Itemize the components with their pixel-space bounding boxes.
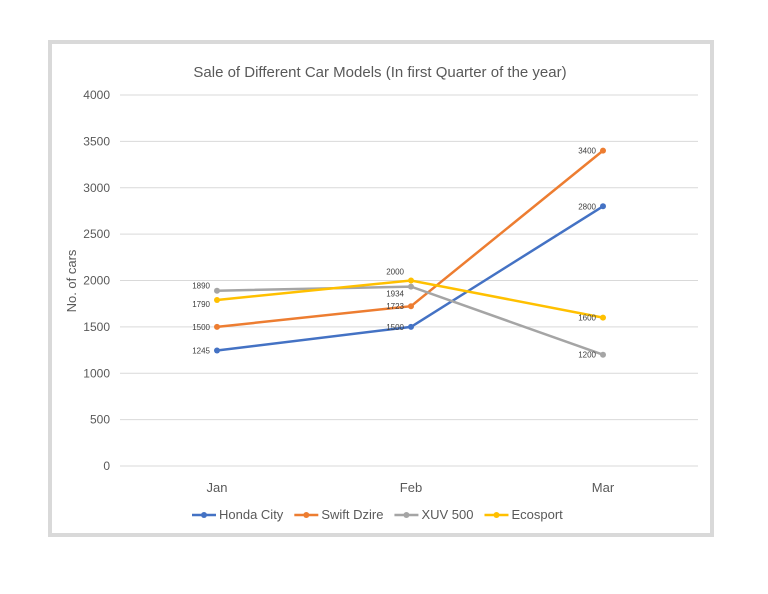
- legend-label: Honda City: [219, 507, 284, 522]
- data-label: 1934: [386, 290, 404, 299]
- x-tick-label: Jan: [207, 480, 228, 495]
- y-tick-label: 2000: [83, 274, 110, 288]
- y-tick-label: 3500: [83, 134, 110, 148]
- x-tick-label: Mar: [592, 480, 615, 495]
- data-label: 1500: [386, 323, 404, 332]
- data-point: [600, 147, 606, 154]
- data-label: 1890: [192, 282, 210, 291]
- data-label: 2000: [386, 268, 404, 277]
- data-point: [214, 296, 220, 303]
- y-tick-label: 2500: [83, 227, 110, 241]
- data-point: [214, 323, 220, 330]
- data-point: [408, 303, 414, 310]
- legend-label: Ecosport: [511, 507, 563, 522]
- data-label: 1723: [386, 302, 404, 311]
- data-label: 1790: [192, 300, 210, 309]
- y-tick-label: 4000: [83, 88, 110, 102]
- data-point: [600, 203, 606, 210]
- data-label: 1600: [578, 314, 596, 323]
- data-point: [408, 277, 414, 284]
- data-point: [600, 314, 606, 321]
- legend-label: XUV 500: [421, 507, 473, 522]
- data-point: [408, 283, 414, 290]
- legend-label: Swift Dzire: [321, 507, 383, 522]
- chart-title: Sale of Different Car Models (In first Q…: [193, 64, 566, 81]
- data-label: 2800: [578, 202, 596, 211]
- data-point: [408, 323, 414, 330]
- data-point: [214, 287, 220, 294]
- x-tick-label: Feb: [400, 480, 422, 495]
- legend-marker: [201, 512, 207, 518]
- data-label: 1500: [192, 323, 210, 332]
- legend-marker: [493, 512, 500, 518]
- data-label: 3400: [578, 147, 596, 156]
- y-tick-label: 1500: [83, 320, 110, 334]
- data-point: [600, 351, 606, 358]
- series-line: [216, 149, 604, 329]
- data-point: [214, 347, 220, 354]
- data-label: 1245: [192, 347, 210, 356]
- legend-marker: [303, 512, 310, 518]
- data-label: 1200: [578, 351, 596, 360]
- y-tick-label: 3000: [83, 181, 110, 195]
- y-tick-label: 1000: [83, 366, 110, 380]
- y-tick-label: 0: [103, 459, 110, 473]
- y-axis-label: No. of cars: [64, 249, 79, 312]
- legend-marker: [403, 512, 410, 518]
- y-tick-label: 500: [90, 413, 110, 427]
